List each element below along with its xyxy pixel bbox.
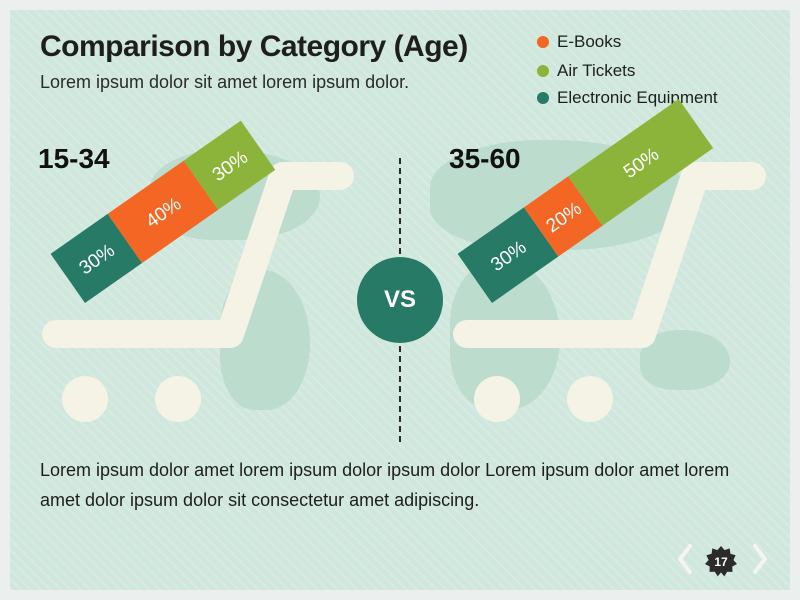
next-slide-button[interactable]	[752, 544, 768, 574]
chevron-right-icon	[753, 544, 767, 574]
bar-segment-air-tickets	[568, 98, 714, 226]
page-number: 17	[714, 555, 728, 569]
age-group-label-right: 35-60	[449, 143, 521, 174]
body-text: Lorem ipsum dolor amet lorem ipsum dolor…	[40, 460, 730, 510]
cart-wheel-left	[474, 376, 520, 422]
stacked-bar-35-60: 30%20%50%	[457, 98, 714, 303]
vs-badge: VS	[357, 257, 443, 343]
bar-segment-electronic-equipment	[457, 207, 559, 303]
age-group-label-left: 15-34	[38, 143, 110, 174]
stacked-bar-15-34: 30%40%30%	[50, 120, 276, 303]
legend-label: E-Books	[557, 32, 622, 51]
page-number-badge: 17	[704, 545, 738, 579]
cart-wheel-right	[155, 376, 201, 422]
legend-label: Air Tickets	[557, 61, 636, 80]
legend-swatch	[537, 92, 549, 104]
cart-frame	[42, 162, 354, 348]
bar-segment-air-tickets	[183, 120, 276, 210]
chevron-left-icon	[678, 544, 692, 574]
cart-wheel-left	[62, 376, 108, 422]
bar-segment-electronic-equipment	[50, 213, 143, 303]
slide-subtitle: Lorem ipsum dolor sit amet lorem ipsum d…	[40, 72, 410, 92]
page-badge-icon	[705, 546, 737, 577]
slide-title: Comparison by Category (Age)	[40, 30, 468, 63]
divider-bottom	[399, 346, 401, 442]
world-map-australia	[640, 330, 730, 390]
divider-top	[399, 158, 401, 254]
previous-slide-button[interactable]	[677, 544, 693, 574]
bar-segment-e-books	[107, 160, 219, 264]
cart-wheel-right	[567, 376, 613, 422]
cart-frame	[453, 162, 766, 348]
bar-segment-e-books	[523, 176, 603, 257]
legend-swatch	[537, 65, 549, 77]
legend-swatch	[537, 36, 549, 48]
